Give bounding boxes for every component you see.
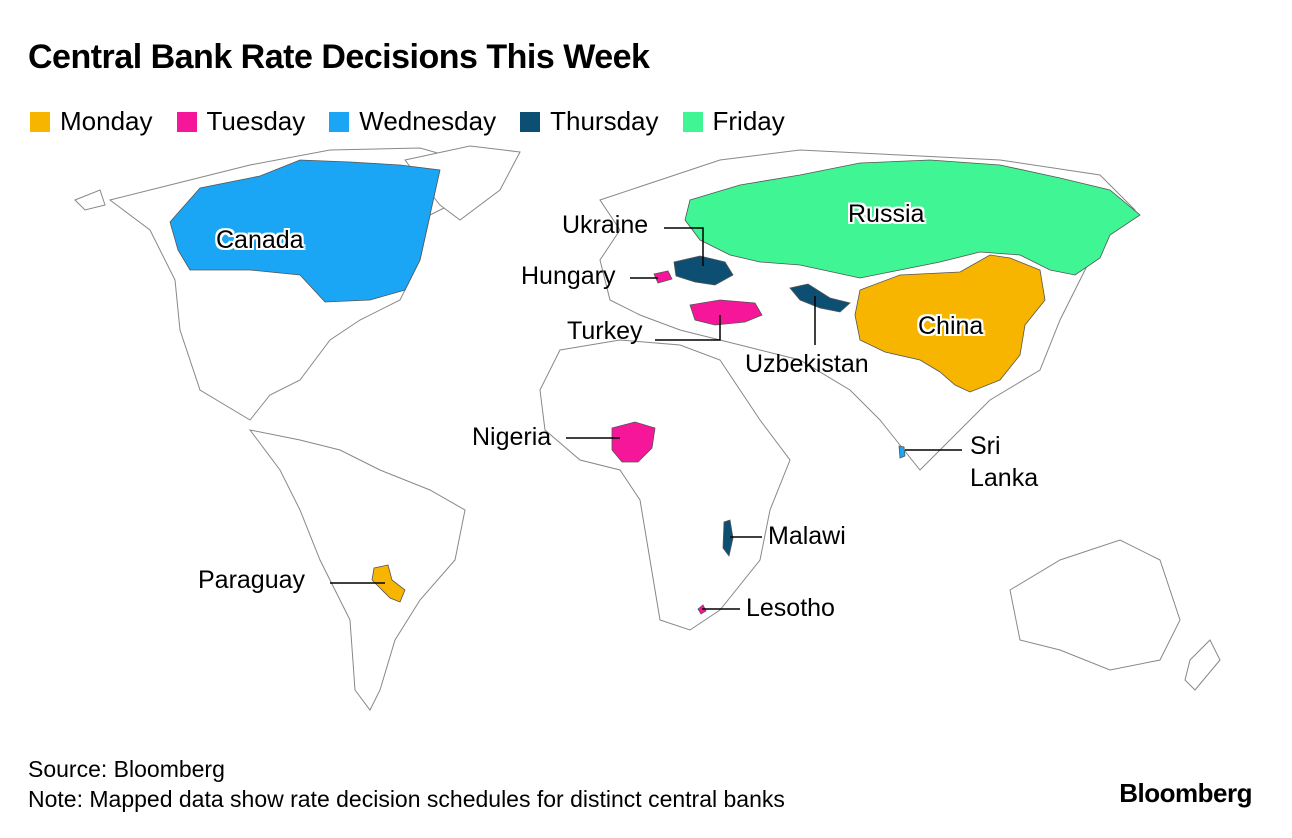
legend-item: Wednesday: [329, 106, 496, 137]
title: Central Bank Rate Decisions This Week: [28, 38, 650, 76]
leader-lines: [330, 227, 962, 610]
country-hungary: [653, 270, 673, 284]
note: Note: Mapped data show rate decision sch…: [28, 786, 785, 812]
legend-item: Friday: [682, 106, 785, 137]
country-china: [854, 254, 1046, 393]
country-label: Uzbekistan: [745, 350, 869, 378]
legend: Monday Tuesday Wednesday Thursday Friday: [30, 106, 785, 137]
legend-label: Monday: [60, 106, 153, 136]
country-canada: [169, 159, 441, 303]
legend-item: Tuesday: [176, 106, 306, 137]
legend-item: Thursday: [520, 106, 659, 137]
country-label: Ukraine: [562, 211, 649, 239]
legend-swatch: [329, 111, 350, 132]
country-label: Paraguay: [198, 566, 306, 594]
country-label: Russia: [848, 200, 925, 228]
country-sri-lanka: [898, 445, 906, 459]
country-label: Sri Lanka: [970, 432, 1039, 492]
country-label: Nigeria: [472, 423, 552, 451]
highlighted-countries: [169, 159, 1141, 615]
country-russia: [684, 159, 1141, 279]
country-label: Malawi: [768, 522, 846, 550]
legend-label: Tuesday: [206, 106, 306, 136]
legend-label: Wednesday: [359, 106, 497, 136]
country-ukraine: [673, 255, 734, 286]
country-malawi: [722, 519, 734, 557]
country-label: Hungary: [521, 262, 616, 290]
legend-swatch: [520, 111, 541, 132]
logo: Bloomberg: [1119, 778, 1252, 808]
country-uzbekistan: [789, 283, 851, 313]
country-label: China: [918, 312, 984, 340]
legend-swatch: [682, 111, 703, 132]
legend-item: Monday: [30, 106, 153, 137]
country-label: Canada: [216, 226, 304, 254]
country-nigeria: [611, 421, 656, 463]
legend-swatch: [30, 111, 50, 132]
country-label: Turkey: [567, 317, 643, 345]
country-label: Lesotho: [746, 594, 835, 622]
legend-label: Thursday: [550, 106, 659, 136]
source: Source: Bloomberg: [28, 756, 225, 782]
legend-label: Friday: [712, 106, 785, 136]
legend-swatch: [176, 111, 197, 132]
country-turkey: [689, 299, 763, 326]
